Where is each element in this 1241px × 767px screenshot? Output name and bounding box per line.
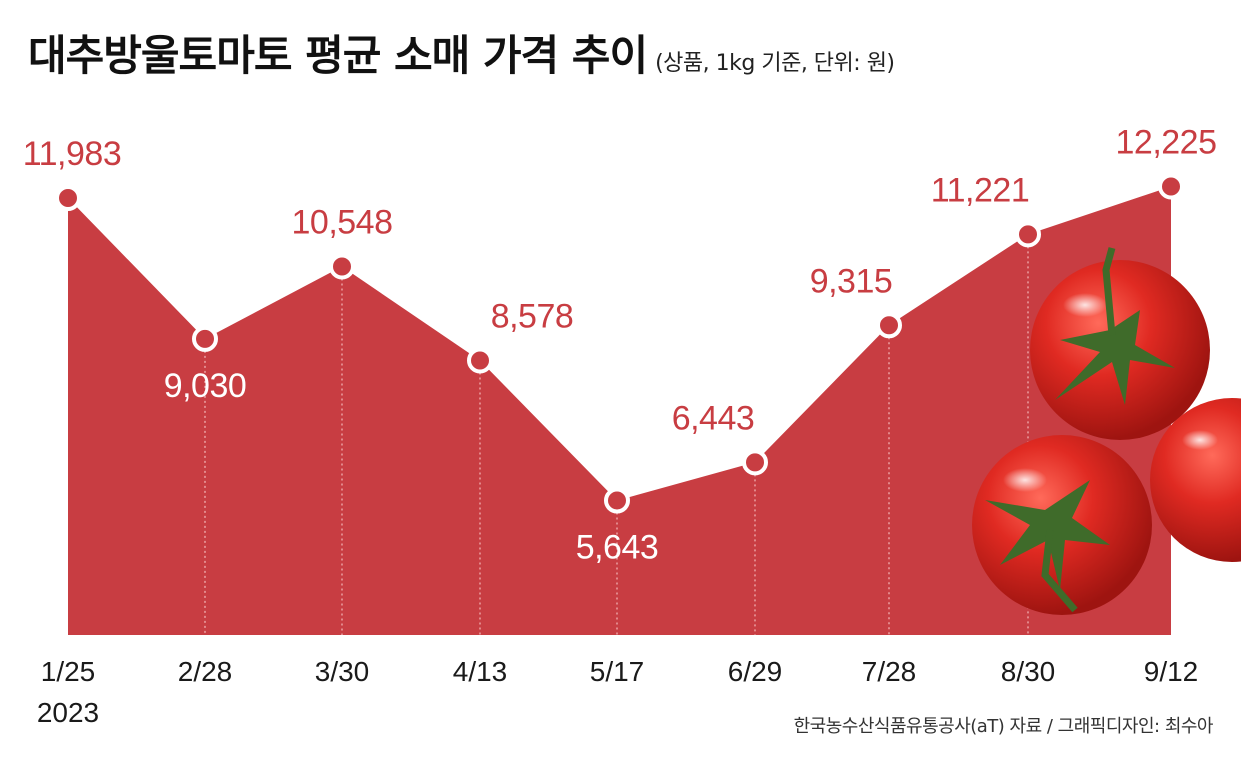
x-year-label: 2023 [37,697,99,728]
value-label-9-12: 12,225 [1116,123,1217,161]
x-tick-label-6-29: 6/29 [728,656,783,687]
data-point-1-25 [55,185,81,211]
chart-title-text: 대추방울토마토 평균 소매 가격 추이 [28,31,648,80]
tomato-illustration [972,247,1241,615]
value-label-5-17: 5,643 [576,529,659,567]
tomato-right [1150,398,1241,562]
x-tick-label-3-30: 3/30 [315,656,370,687]
x-tick-label-9-12: 9/12 [1144,656,1199,687]
x-tick-label-7-28: 7/28 [862,656,917,687]
value-label-4-13: 8,578 [491,297,574,335]
chart-title: 대추방울토마토 평균 소매 가격 추이 (상품, 1kg 기준, 단위: 원) [28,22,895,83]
data-point-8-30 [1015,221,1041,248]
value-label-6-29: 6,443 [672,399,755,437]
data-point-7-28 [876,312,902,339]
x-tick-label-5-17: 5/17 [590,656,645,687]
data-point-5-17 [604,487,630,514]
guide-lines [204,246,1029,635]
source-note: 한국농수산식품유통공사(aT) 자료 / 그래픽디자인: 최수아 [793,716,1214,737]
value-label-8-30: 11,221 [931,171,1029,209]
data-point-2-28 [192,325,218,352]
area-fill [68,186,1171,635]
x-tick-label-8-30: 8/30 [1001,656,1056,687]
x-tick-label-4-13: 4/13 [453,656,508,687]
value-label-3-30: 10,548 [292,203,393,241]
value-label-2-28: 9,030 [164,367,247,405]
tomato-top [1030,247,1210,440]
data-point-4-13 [467,347,493,374]
value-label-7-28: 9,315 [810,262,893,300]
chart-subtitle: (상품, 1kg 기준, 단위: 원) [655,51,895,76]
x-tick-label-1-25: 1/25 [41,656,96,687]
tomato-bottom [972,435,1152,615]
x-tick-label-2-28: 2/28 [178,656,233,687]
data-point-3-30 [329,253,355,280]
data-point-9-12 [1158,173,1184,200]
value-label-1-25: 11,983 [23,135,121,173]
data-point-6-29 [742,449,768,476]
